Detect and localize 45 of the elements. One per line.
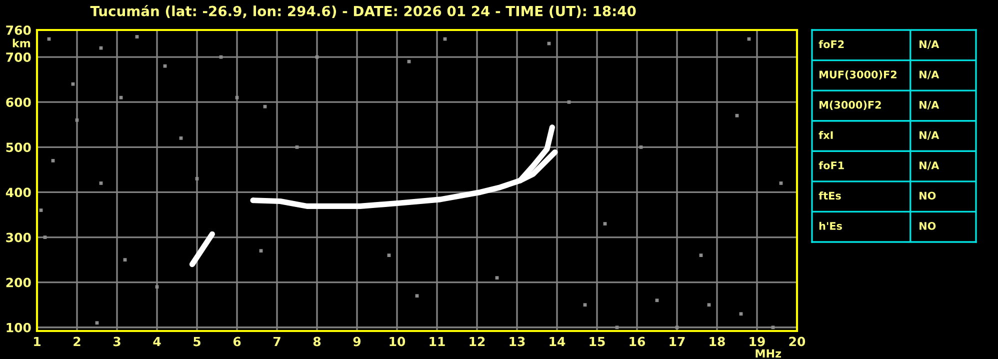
y-tick-label: 400: [6, 188, 31, 198]
x-tick-label: 20: [789, 336, 806, 346]
x-tick-label: 4: [153, 336, 161, 346]
text: NO: [920, 222, 936, 230]
category-label: MUF(3000)F2: [820, 70, 896, 80]
x-axis-title: MHz: [756, 349, 781, 358]
chart-title: Tucumán (lat: -26.9, lon: 294.6) - DATE: 2026 01 24 - TIME (UT): 18:40: [90, 5, 636, 18]
x-tick-label: 12: [470, 336, 485, 346]
x-tick-label: 13: [510, 336, 525, 346]
x-tick-label: 7: [273, 336, 280, 346]
x-tick-label: 8: [313, 336, 321, 346]
category-label: ftEs: [818, 192, 841, 200]
x-tick-label: 2: [74, 336, 80, 346]
y-tick-label: 200: [6, 278, 31, 288]
x-tick-label: 18: [710, 336, 725, 346]
text: N/A: [920, 131, 940, 140]
y-tick-label: 500: [6, 142, 31, 152]
x-tick-label: 14: [550, 336, 566, 346]
y-tick-label: 100: [6, 322, 31, 332]
y-tick-label: 700: [6, 52, 31, 62]
x-tick-label: 19: [750, 336, 765, 346]
category-label: fxI: [818, 130, 833, 139]
y-tick-label: 300: [6, 232, 31, 242]
category-label: foF1: [818, 161, 844, 170]
x-tick-label: 9: [353, 336, 361, 346]
x-tick-label: 6: [233, 336, 241, 346]
y-axis-title: km: [12, 38, 30, 48]
y-tick-label: 760: [6, 25, 31, 35]
x-tick-label: 15: [590, 336, 605, 346]
category-label: M(3000)F2: [820, 100, 881, 110]
x-tick-label: 11: [430, 336, 445, 346]
text: N/A: [920, 40, 940, 49]
x-tick-label: 16: [630, 336, 646, 346]
x-tick-label: 3: [113, 336, 120, 346]
x-tick-label: 1: [34, 336, 40, 346]
text: NO: [920, 192, 936, 200]
x-tick-label: 5: [194, 336, 200, 346]
text: N/A: [920, 100, 940, 110]
y-tick-label: 600: [6, 98, 31, 108]
x-tick-label: 17: [670, 336, 685, 346]
text: N/A: [920, 162, 940, 170]
x-tick-label: 10: [390, 336, 406, 346]
category-label: foF2: [818, 40, 844, 48]
category-label: h'Es: [819, 222, 842, 230]
text: N/A: [920, 70, 940, 80]
